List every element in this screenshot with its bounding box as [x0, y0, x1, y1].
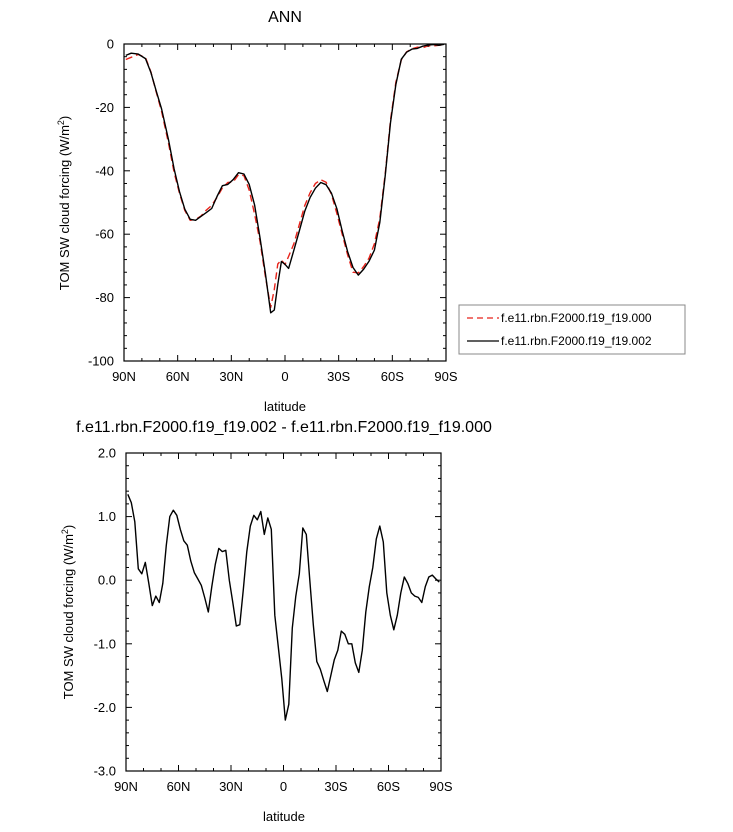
bottom-y-axis-label-superscript: 2 [60, 529, 70, 534]
top-title: ANN [268, 9, 302, 26]
bottom-x-tick-label: 0 [280, 779, 287, 794]
bottom-y-tick-label: 0.0 [98, 573, 116, 588]
top-x-tick-label: 30S [327, 369, 350, 384]
top-x-tick-label: 0 [281, 369, 288, 384]
legend: f.e11.rbn.F2000.f19_f19.000 f.e11.rbn.F2… [458, 304, 686, 355]
bottom-y-axis-label-close: ) [61, 525, 76, 529]
bottom-series-line-0 [127, 494, 440, 721]
legend-box [458, 304, 686, 355]
bottom-y-tick-label: -2.0 [94, 700, 116, 715]
bottom-panel: f.e11.rbn.F2000.f19_f19.002 - f.e11.rbn.… [60, 419, 492, 824]
bottom-x-tick-label: 60N [167, 779, 191, 794]
top-y-tick-label: -20 [95, 100, 114, 115]
top-y-axis-label-main: TOM SW cloud forcing (W/m [57, 125, 72, 290]
top-series-group [125, 43, 445, 314]
bottom-y-tick-label: -1.0 [94, 636, 116, 651]
bottom-y-tick-label: 2.0 [98, 446, 116, 461]
top-y-axis-label: TOM SW cloud forcing (W/m2) [56, 116, 72, 291]
bottom-x-tick-label: 60S [377, 779, 400, 794]
bottom-y-axis-label-main: TOM SW cloud forcing (W/m [61, 534, 76, 699]
top-x-axis-label: latitude [264, 399, 306, 414]
top-plot-frame [123, 43, 447, 362]
top-y-tick-label: -100 [88, 354, 114, 369]
top-ticks-group: 90N 60N 30N 0 30S 60S 90S 0 -20 -40 -60 -80 -100 [88, 37, 458, 385]
legend-label-002: f.e11.rbn.F2000.f19_f19.002 [501, 334, 652, 348]
top-x-tick-label: 60S [381, 369, 404, 384]
top-x-tick-label: 60N [166, 369, 190, 384]
top-y-tick-label: 0 [107, 37, 114, 52]
bottom-plot-frame [125, 452, 442, 772]
bottom-series-group [127, 494, 440, 721]
bottom-ticks-group: 90N 60N 30N 0 30S 60S 90S 2.0 1.0 0.0 -1.0 -2.0 -3.0 [94, 446, 453, 795]
top-series-line-1 [125, 43, 445, 314]
top-panel: ANN 90N 60N 30N 0 30S 60S 90S 0 -20 -40 -60 -80 -100… [56, 9, 686, 414]
bottom-title: f.e11.rbn.F2000.f19_f19.002 - f.e11.rbn.… [76, 419, 492, 436]
bottom-y-tick-label: 1.0 [98, 509, 116, 524]
bottom-x-tick-label: 90N [114, 779, 138, 794]
top-y-tick-label: -80 [95, 290, 114, 305]
top-x-tick-label: 30N [219, 369, 243, 384]
bottom-x-tick-label: 30N [219, 779, 243, 794]
bottom-x-tick-label: 90S [429, 779, 452, 794]
bottom-y-tick-label: -3.0 [94, 764, 116, 779]
top-y-axis-label-superscript: 2 [56, 120, 66, 125]
top-x-tick-label: 90S [434, 369, 457, 384]
bottom-x-tick-label: 30S [324, 779, 347, 794]
top-y-axis-label-close: ) [57, 116, 72, 120]
bottom-y-axis-label: TOM SW cloud forcing (W/m2) [60, 525, 76, 700]
legend-label-000: f.e11.rbn.F2000.f19_f19.000 [501, 311, 652, 325]
top-y-tick-label: -60 [95, 227, 114, 242]
top-y-tick-label: -40 [95, 163, 114, 178]
top-x-tick-label: 90N [112, 369, 136, 384]
bottom-x-axis-label: latitude [263, 809, 305, 824]
